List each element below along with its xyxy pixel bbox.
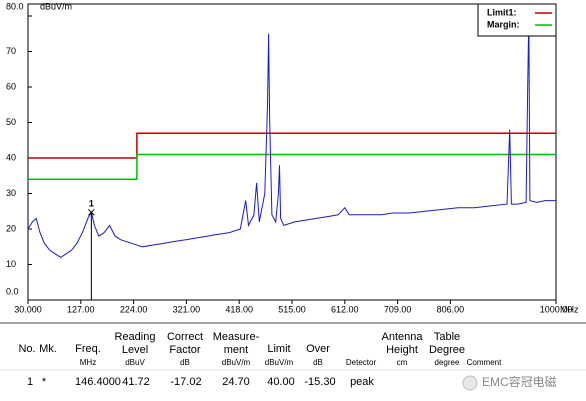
table-cell: 146.4000 <box>75 376 121 388</box>
table-cell: -15.30 <box>304 376 335 388</box>
unit-label: MHz <box>80 358 96 367</box>
table-cell: -17.02 <box>170 376 201 388</box>
x-tick-label: 515.00 <box>278 304 306 314</box>
table-cell: 1 <box>27 376 33 388</box>
y-axis-label: dBuV/m <box>40 1 72 11</box>
y-tick-label: 80.0 <box>6 1 24 11</box>
trace <box>27 15 556 258</box>
x-tick-label: 612.00 <box>331 304 359 314</box>
legend-label: Limit1: <box>487 7 517 17</box>
column-header: Degree <box>429 344 465 356</box>
x-tick-label: 418.00 <box>225 304 253 314</box>
column-header: Factor <box>169 344 201 356</box>
unit-label: Comment <box>467 358 502 367</box>
unit-label: degree <box>435 358 460 367</box>
x-tick-label: 321.00 <box>173 304 201 314</box>
limit-line <box>28 132 556 159</box>
column-header: ment <box>224 344 248 356</box>
column-header: Level <box>122 344 148 356</box>
unit-label: dB <box>180 358 190 367</box>
y-tick-label: 40 <box>6 152 16 162</box>
marker-cross <box>88 208 95 216</box>
y-tick-label: 0.0 <box>6 286 19 296</box>
watermark: EMC容冠电磁 <box>482 374 557 389</box>
y-tick-label: 50 <box>6 117 16 127</box>
table-cell: 40.00 <box>267 376 295 388</box>
table-cell: peak <box>350 376 374 388</box>
y-tick-label: 20 <box>6 223 16 233</box>
x-tick-label: 1000.00 <box>540 304 573 314</box>
marker-label: 1 <box>89 199 94 209</box>
column-header: No. <box>18 343 35 355</box>
unit-label: Detector <box>346 358 377 367</box>
unit-label: dBuV/m <box>265 358 294 367</box>
x-tick-label: 709.00 <box>384 304 412 314</box>
column-header: Reading <box>115 331 156 343</box>
column-header: Mk. <box>39 343 57 355</box>
x-tick-label: 224.00 <box>120 304 148 314</box>
table-cell: 24.70 <box>222 376 250 388</box>
watermark-icon <box>462 375 478 391</box>
column-header: Table <box>434 331 460 343</box>
table-cell: * <box>42 376 47 388</box>
column-header: Limit <box>267 343 290 355</box>
legend-label: Margin: <box>487 19 520 29</box>
y-tick-label: 60 <box>6 81 16 91</box>
y-tick-label: 30 <box>6 188 16 198</box>
x-axis-label: MHz <box>560 304 579 314</box>
column-header: Correct <box>167 331 203 343</box>
y-tick-label: 10 <box>6 259 16 269</box>
column-header: Antenna <box>382 331 424 343</box>
x-tick-label: 127.00 <box>67 304 95 314</box>
table-cell: 41.72 <box>122 376 150 388</box>
unit-label: dBuV <box>125 358 145 367</box>
limit-line <box>28 153 556 181</box>
x-tick-label: 30.000 <box>14 304 42 314</box>
column-header: Height <box>386 344 418 356</box>
legend-box <box>477 3 557 37</box>
column-header: Measure- <box>213 331 260 343</box>
column-header: Over <box>306 343 330 355</box>
x-tick-label: 806.00 <box>437 304 465 314</box>
column-header: Freq. <box>75 343 101 355</box>
unit-label: dB <box>313 358 323 367</box>
unit-label: dBuV/m <box>222 358 251 367</box>
y-tick-label: 70 <box>6 46 16 56</box>
plot-frame <box>27 3 557 301</box>
unit-label: cm <box>397 358 408 367</box>
